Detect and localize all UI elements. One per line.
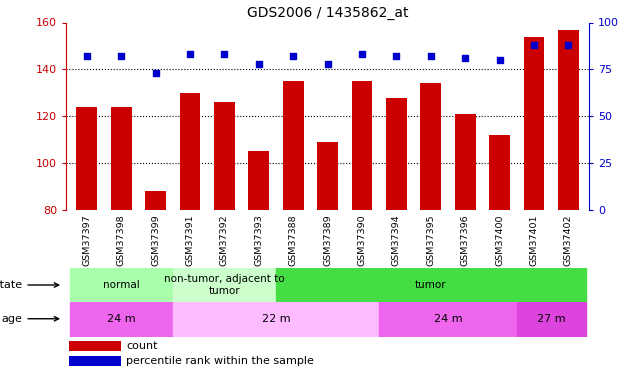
Point [151,70,161,76]
Text: count: count [126,341,158,351]
Point [426,53,436,59]
Point [563,42,573,48]
Bar [283,81,304,210]
Text: age: age [1,314,22,324]
Text: 24 m: 24 m [433,314,462,324]
Text: GSM37396: GSM37396 [461,214,470,266]
Text: GSM37402: GSM37402 [564,214,573,266]
Text: GSM37399: GSM37399 [151,214,160,266]
Point [288,53,298,59]
Text: GSM37394: GSM37394 [392,214,401,266]
Text: GSM37389: GSM37389 [323,214,332,266]
Bar [69,340,121,351]
Bar [558,30,579,210]
Bar [386,98,407,210]
Bar [420,84,441,210]
Bar [318,142,338,210]
Bar [352,81,372,210]
Text: normal: normal [103,280,140,290]
Point [219,51,229,57]
Text: GSM37395: GSM37395 [427,214,435,266]
Text: GSM37388: GSM37388 [289,214,298,266]
Point [391,53,401,59]
Text: 24 m: 24 m [107,314,135,324]
Bar [111,107,132,210]
Text: percentile rank within the sample: percentile rank within the sample [126,356,314,366]
Text: GSM37391: GSM37391 [185,214,195,266]
Point [323,61,333,67]
Bar [214,102,235,210]
Text: GSM37393: GSM37393 [255,214,263,266]
Text: 22 m: 22 m [261,314,290,324]
Text: disease state: disease state [0,280,22,290]
Text: GSM37397: GSM37397 [83,214,91,266]
Point [460,55,470,61]
Bar [248,152,269,210]
Text: GSM37400: GSM37400 [495,214,504,266]
Point [529,42,539,48]
Title: GDS2006 / 1435862_at: GDS2006 / 1435862_at [247,6,408,20]
Text: non-tumor, adjacent to
tumor: non-tumor, adjacent to tumor [164,274,285,296]
Point [116,53,126,59]
Point [82,53,92,59]
Point [254,61,264,67]
Bar [69,356,121,366]
Bar [180,93,200,210]
Bar [490,135,510,210]
Point [357,51,367,57]
Point [495,57,505,63]
Text: GSM37401: GSM37401 [529,214,539,266]
Bar [76,107,97,210]
Text: GSM37392: GSM37392 [220,214,229,266]
Text: 27 m: 27 m [537,314,566,324]
Text: GSM37398: GSM37398 [117,214,126,266]
Bar [524,37,544,210]
Bar [146,191,166,210]
Text: GSM37390: GSM37390 [357,214,367,266]
Text: tumor: tumor [415,280,447,290]
Bar [455,114,476,210]
Point [185,51,195,57]
